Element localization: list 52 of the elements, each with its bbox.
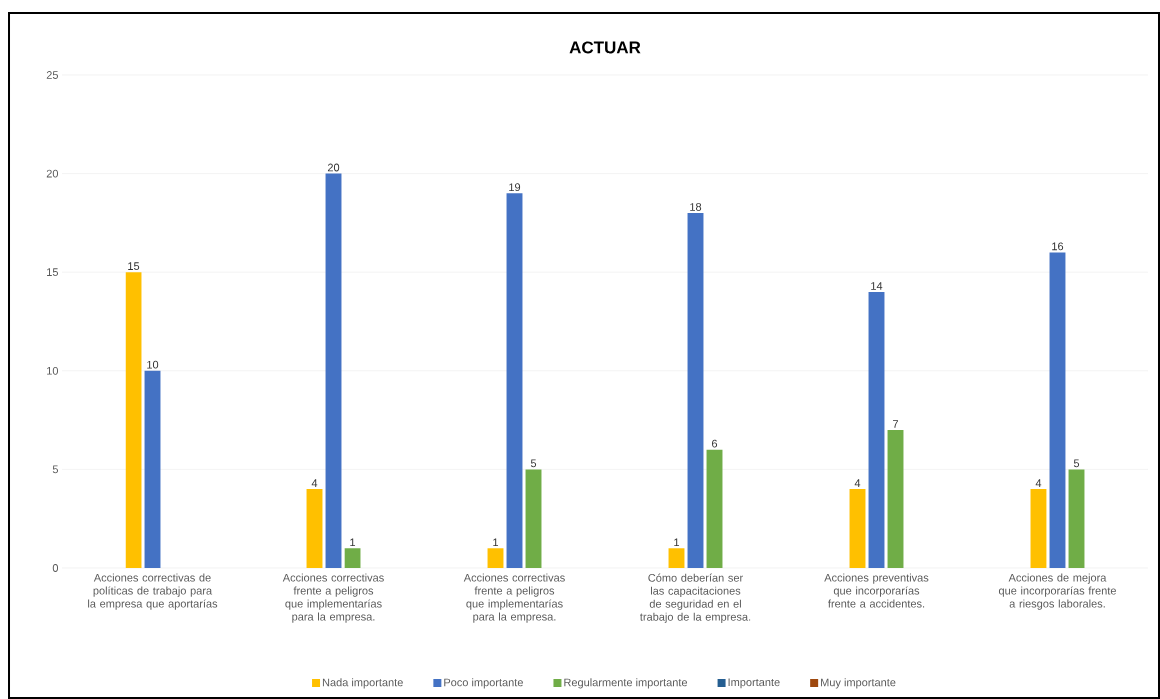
- x-tick-label: Cómo deberían ser las capacitaciones de seguridad en el trabajo de la empresa.: [640, 573, 751, 623]
- y-tick-label: 15: [47, 268, 58, 277]
- data-label: 15: [128, 262, 140, 270]
- data-label: 5: [530, 459, 537, 468]
- bar: [687, 213, 704, 568]
- legend-label: Importante: [728, 678, 780, 689]
- bar: [325, 173, 342, 568]
- data-label: 18: [690, 203, 702, 211]
- data-label: 1: [674, 538, 680, 547]
- bar: [868, 291, 885, 568]
- bar: [706, 449, 723, 568]
- legend-label: Regularmente importante: [564, 678, 688, 689]
- data-label: 14: [871, 282, 883, 290]
- bar: [1049, 252, 1066, 568]
- bar: [1068, 469, 1085, 568]
- data-label: 1: [350, 538, 356, 547]
- data-label: 6: [712, 439, 718, 448]
- x-tick-label: Acciones de mejora que incorporarías frente a riesgos laborales.: [998, 573, 1116, 610]
- data-label: 20: [327, 163, 340, 172]
- y-tick-label: 10: [47, 366, 59, 375]
- bar: [887, 429, 904, 568]
- bar: [487, 548, 504, 568]
- y-tick-label: 20: [46, 169, 59, 178]
- data-label: 1: [493, 538, 499, 547]
- bar: [506, 193, 523, 568]
- bar: [306, 489, 323, 568]
- legend-label: Nada importante: [322, 678, 403, 689]
- bar: [849, 489, 866, 568]
- data-label: 4: [311, 479, 318, 487]
- x-tick-label: Acciones correctivas frente a peligros que implementarías para la empresa.: [282, 573, 384, 623]
- chart-title: ACTUAR: [569, 41, 641, 54]
- data-label: 19: [509, 183, 521, 192]
- y-tick-label: 25: [46, 71, 58, 79]
- x-tick-label: Acciones correctivas de políticas de trabajo para la empresa que aportarías: [88, 573, 218, 610]
- y-tick-label: 5: [52, 465, 59, 474]
- data-label: 4: [854, 479, 861, 487]
- bar: [144, 370, 161, 568]
- bar: [525, 469, 542, 568]
- bar: [668, 548, 685, 568]
- legend-label: Muy importante: [821, 678, 896, 689]
- y-tick-label: 0: [52, 564, 59, 572]
- data-label: 4: [1035, 479, 1042, 487]
- bar: [344, 548, 361, 568]
- data-label: 10: [147, 360, 159, 369]
- bar: [1030, 489, 1047, 568]
- x-tick-label: Acciones correctivas frente a peligros que implementarías para la empresa.: [463, 573, 565, 623]
- bar: [125, 272, 142, 568]
- data-label: 7: [893, 420, 899, 428]
- x-tick-label: Acciones preventivas que incorporarías frente a accidentes.: [824, 573, 929, 608]
- legend-label: Poco importante: [444, 678, 523, 689]
- data-label: 5: [1073, 459, 1080, 468]
- data-label: 16: [1052, 242, 1064, 251]
